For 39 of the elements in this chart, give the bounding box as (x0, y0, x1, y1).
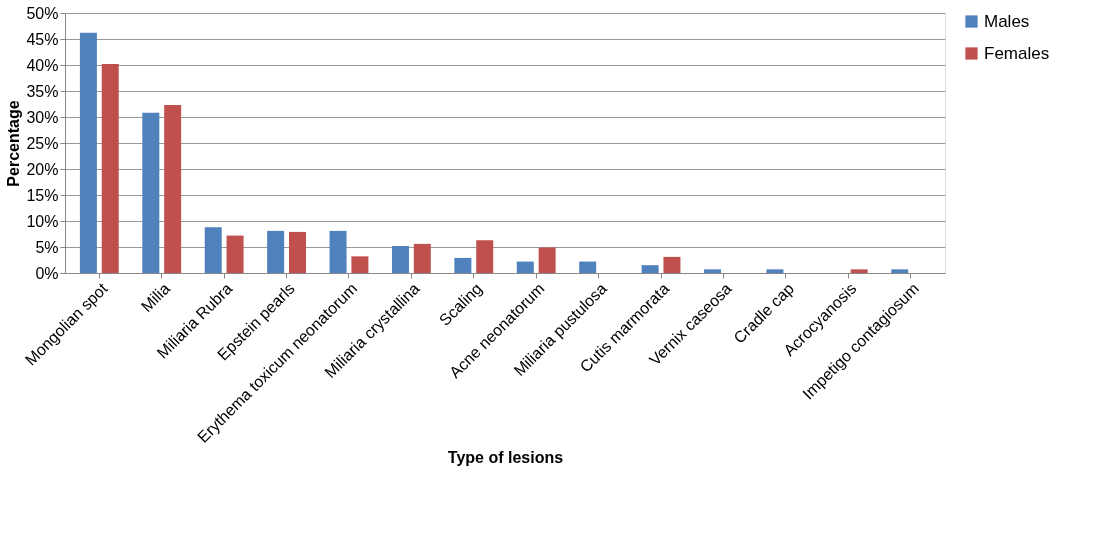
bar (891, 269, 909, 273)
y-tick-label: 35% (26, 82, 59, 100)
bar (663, 256, 681, 273)
bar (766, 269, 784, 273)
bar (351, 256, 369, 273)
bar (101, 63, 119, 273)
bar (704, 269, 722, 273)
bar (538, 247, 556, 273)
y-tick-label: 20% (26, 160, 59, 178)
legend-label: Males (984, 11, 1030, 31)
legend-label: Females (984, 43, 1050, 63)
bar (142, 112, 160, 273)
y-tick-label: 5% (35, 238, 59, 256)
x-tick-label: Milia (137, 279, 174, 316)
y-tick-label: 45% (26, 30, 59, 48)
bar (579, 261, 597, 273)
y-tick-label: 15% (26, 186, 59, 204)
bar (329, 230, 347, 273)
y-tick-label: 30% (26, 108, 59, 126)
bar (641, 265, 659, 273)
bar (288, 231, 306, 273)
bar (226, 235, 244, 273)
bar (79, 32, 97, 273)
bar (413, 243, 431, 273)
y-axis-title: Percentage (5, 100, 23, 187)
bar (204, 227, 222, 273)
y-tick-label: 25% (26, 134, 59, 152)
y-tick-label: 10% (26, 212, 59, 230)
bar (516, 261, 534, 273)
bar (850, 269, 868, 273)
bar (164, 105, 182, 273)
y-tick-label: 0% (35, 264, 59, 282)
x-axis-title: Type of lesions (447, 448, 564, 466)
bar (454, 257, 472, 273)
y-tick-label: 50% (26, 4, 59, 22)
y-tick-label: 40% (26, 56, 59, 74)
bar (391, 245, 409, 273)
bar (476, 240, 494, 273)
bar (267, 230, 285, 273)
